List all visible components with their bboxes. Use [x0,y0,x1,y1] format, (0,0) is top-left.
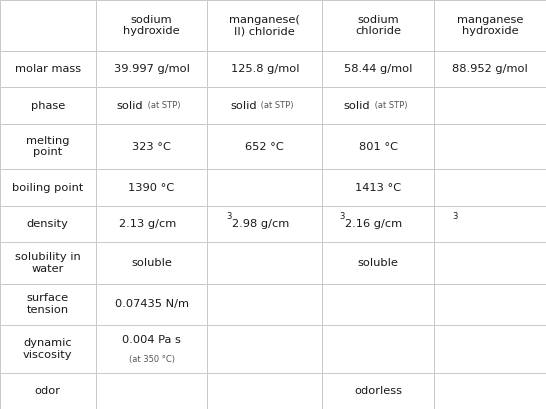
Text: 39.997 g/mol: 39.997 g/mol [114,64,189,74]
Text: density: density [27,219,69,229]
Text: boiling point: boiling point [12,182,84,193]
Text: 3: 3 [453,212,458,221]
Text: 652 °C: 652 °C [246,142,284,152]
Text: (at STP): (at STP) [145,101,181,110]
Text: (at STP): (at STP) [258,101,294,110]
Text: odorless: odorless [354,386,402,396]
Text: surface
tension: surface tension [27,294,69,315]
Text: 88.952 g/mol: 88.952 g/mol [452,64,528,74]
Text: 125.8 g/mol: 125.8 g/mol [230,64,299,74]
Text: 1413 °C: 1413 °C [355,182,401,193]
Text: (at STP): (at STP) [371,101,407,110]
Text: soluble: soluble [131,258,172,268]
Text: soluble: soluble [358,258,399,268]
Text: sodium
chloride: sodium chloride [355,15,401,36]
Text: 0.004 Pa s: 0.004 Pa s [122,335,181,345]
Text: dynamic
viscosity: dynamic viscosity [23,338,73,360]
Text: sodium
hydroxide: sodium hydroxide [123,15,180,36]
Text: (at 350 °C): (at 350 °C) [128,355,175,364]
Text: 801 °C: 801 °C [359,142,397,152]
Text: melting
point: melting point [26,136,69,157]
Text: 58.44 g/mol: 58.44 g/mol [344,64,412,74]
Text: phase: phase [31,101,65,110]
Text: odor: odor [35,386,61,396]
Text: manganese
hydroxide: manganese hydroxide [457,15,523,36]
Text: solid: solid [230,101,257,110]
Text: 1390 °C: 1390 °C [128,182,175,193]
Text: 3: 3 [226,212,232,221]
Text: solubility in
water: solubility in water [15,252,81,274]
Text: 0.07435 N/m: 0.07435 N/m [115,299,188,309]
Text: 3: 3 [339,212,345,221]
Text: molar mass: molar mass [15,64,81,74]
Text: solid: solid [117,101,143,110]
Text: 2.13 g/cm: 2.13 g/cm [118,219,176,229]
Text: 2.16 g/cm: 2.16 g/cm [345,219,402,229]
Text: manganese(
II) chloride: manganese( II) chloride [229,15,300,36]
Text: solid: solid [343,101,370,110]
Text: 323 °C: 323 °C [132,142,171,152]
Text: 2.98 g/cm: 2.98 g/cm [232,219,289,229]
